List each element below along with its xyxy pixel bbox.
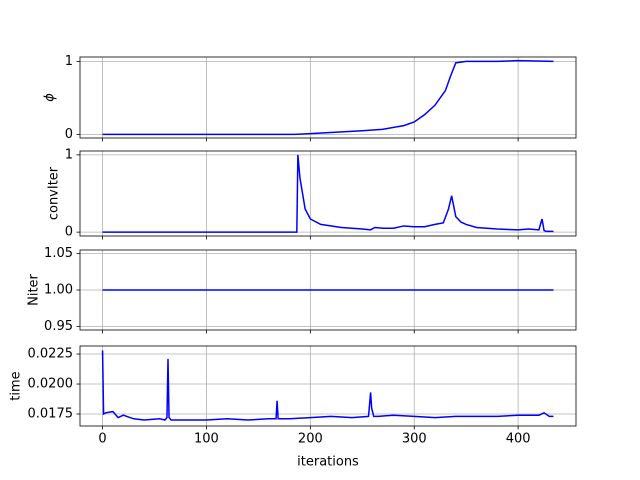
axes-frame	[79, 150, 577, 237]
y-tick-label: 1.05	[44, 246, 73, 261]
x-tick-label: 200	[298, 432, 323, 447]
data-line	[102, 59, 554, 136]
x-tick-label: 100	[194, 432, 219, 447]
y-axis-label: time	[9, 371, 24, 400]
data-line	[101, 350, 554, 421]
y-tick-label: 0.95	[44, 319, 73, 334]
y-tick-label: 1	[65, 147, 73, 162]
x-tick-label: 0	[98, 432, 106, 447]
y-tick-label: 1.00	[44, 283, 73, 298]
x-tick-label: 300	[402, 432, 427, 447]
x-axis-label: iterations	[297, 455, 359, 470]
x-tick-label: 400	[506, 432, 531, 447]
y-tick-label: 0.0200	[28, 377, 74, 392]
data-line	[102, 154, 554, 233]
axes-frame	[79, 56, 577, 139]
y-tick-label: 0	[65, 225, 73, 240]
axes-frame	[79, 345, 577, 427]
y-axis-label: ϕ	[43, 93, 58, 102]
y-axis-label: Niter	[27, 273, 42, 305]
y-tick-label: 0	[65, 127, 73, 142]
y-tick-label: 0.0225	[28, 347, 74, 362]
y-axis-label: convIter	[47, 166, 62, 220]
y-tick-label: 0.0175	[28, 407, 74, 422]
y-tick-label: 1	[65, 54, 73, 69]
axes-frame	[79, 249, 577, 331]
